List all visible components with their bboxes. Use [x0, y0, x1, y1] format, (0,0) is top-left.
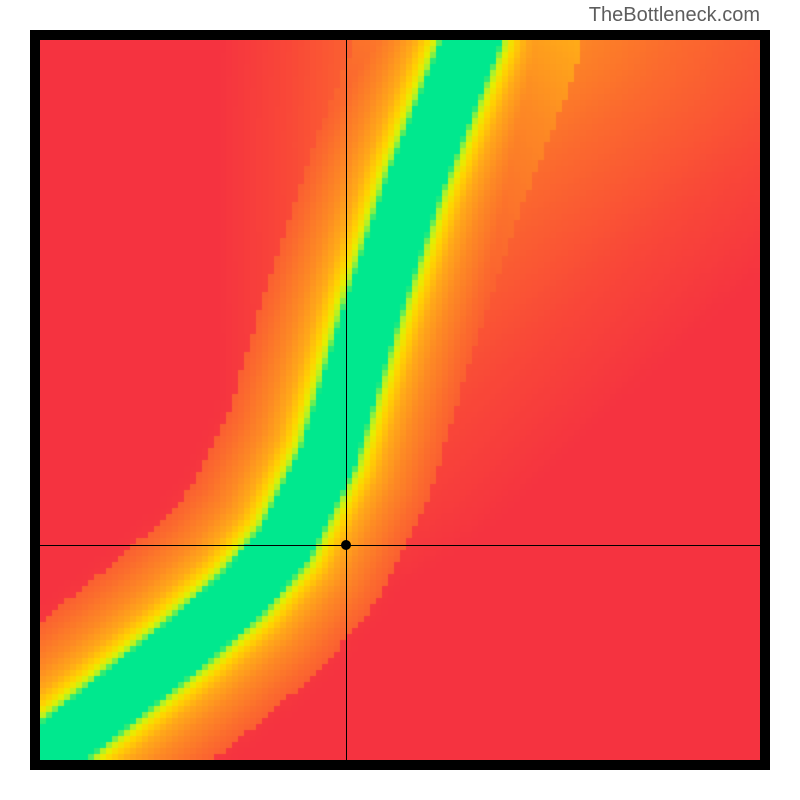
crosshair-horizontal [40, 545, 760, 546]
heatmap-canvas [40, 40, 760, 760]
chart-container: TheBottleneck.com [0, 0, 800, 800]
plot-frame [30, 30, 770, 770]
crosshair-vertical [346, 40, 347, 760]
attribution-text: TheBottleneck.com [589, 4, 760, 27]
crosshair-marker [341, 540, 351, 550]
